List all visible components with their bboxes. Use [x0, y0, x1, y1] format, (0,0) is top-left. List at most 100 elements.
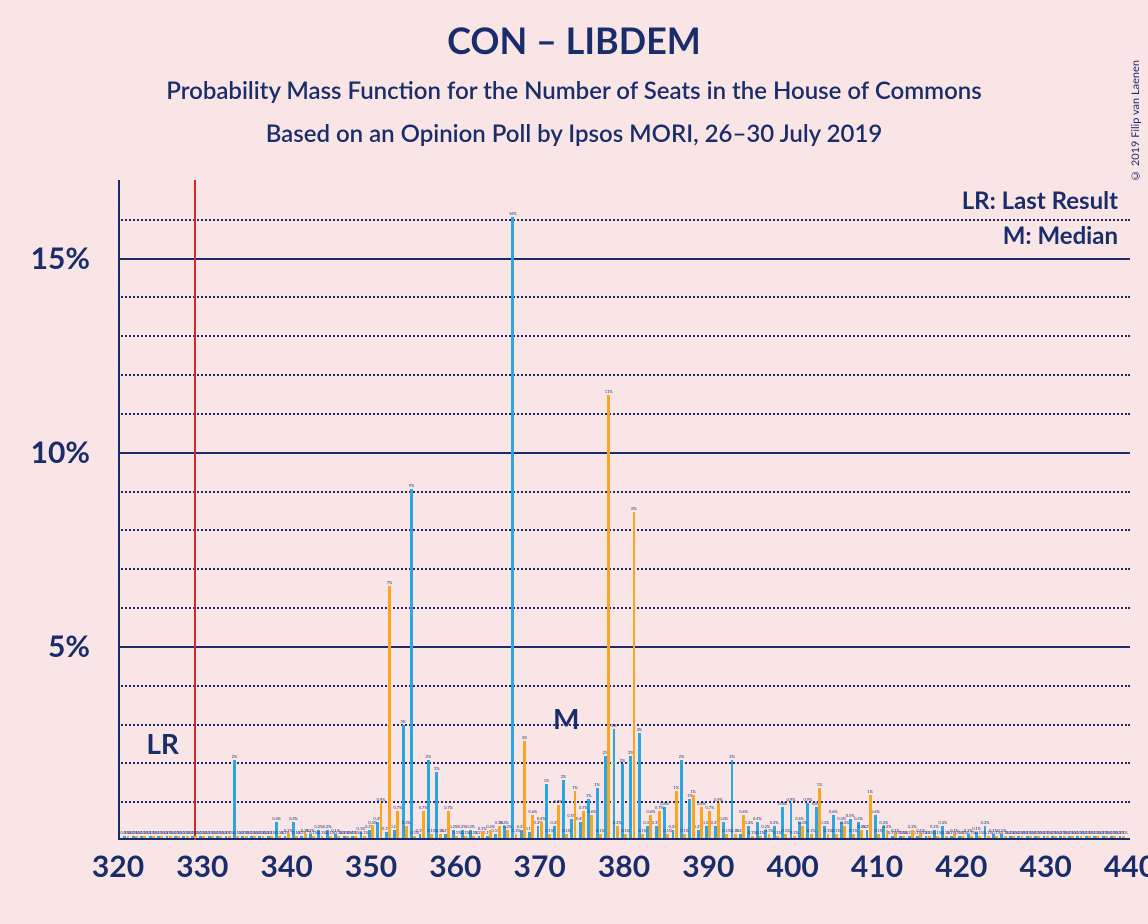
- bar-orange: [202, 836, 205, 838]
- bar-value-label: 7%: [387, 580, 393, 585]
- bar-orange: [177, 836, 180, 838]
- bar-orange: [860, 830, 863, 838]
- bar-orange: [607, 395, 610, 838]
- gridline-minor: [118, 219, 1130, 221]
- bar-value-label: 0.1%: [807, 828, 816, 833]
- bar-value-label: 0.3%: [938, 820, 947, 825]
- bar-orange: [877, 834, 880, 838]
- bar-value-label: 0.8%: [554, 799, 563, 804]
- bar-orange: [708, 811, 711, 838]
- bar-orange: [759, 836, 762, 838]
- bar-orange: [371, 826, 374, 838]
- bar-orange: [1088, 836, 1091, 838]
- gridline-major: [118, 646, 1130, 648]
- bar-orange: [228, 836, 231, 838]
- bar-orange: [1113, 836, 1116, 838]
- bar-value-label: 1%: [544, 778, 550, 783]
- bar-orange: [869, 795, 872, 838]
- bar-value-label: 0.2%: [466, 824, 475, 829]
- bar-value-label: 0.1%: [360, 830, 369, 835]
- gridline-major: [118, 258, 1130, 260]
- x-tick-label: 390: [682, 848, 734, 884]
- bar-value-label: 0.1%: [731, 828, 740, 833]
- bar-value-label: 0.1%: [832, 828, 841, 833]
- bar-orange: [961, 836, 964, 838]
- bar-orange: [472, 836, 475, 838]
- bar-blue: [638, 733, 641, 838]
- x-tick-label: 370: [514, 848, 566, 884]
- bar-value-label: 1%: [586, 793, 592, 798]
- bar-orange: [810, 834, 813, 838]
- bar-blue: [680, 760, 683, 838]
- y-tick-label: 10%: [0, 434, 90, 470]
- bar-value-label: 2%: [679, 754, 685, 759]
- bar-orange: [523, 741, 526, 838]
- gridline-minor: [118, 335, 1130, 337]
- copyright-label: © 2019 Filip van Laenen: [1129, 60, 1142, 182]
- bar-orange: [784, 834, 787, 838]
- bar-value-label: 0.7%: [419, 805, 428, 810]
- gridline-minor: [118, 374, 1130, 376]
- bar-orange: [447, 811, 450, 838]
- bar-orange: [236, 836, 239, 838]
- bar-orange: [987, 836, 990, 838]
- bar-orange: [574, 791, 577, 838]
- bar-orange: [1029, 836, 1032, 838]
- bar-orange: [692, 795, 695, 838]
- bar-value-label: 3%: [400, 719, 406, 724]
- bar-value-label: 0.4%: [753, 816, 762, 821]
- gridline-minor: [118, 568, 1130, 570]
- bar-value-label: 0.6%: [528, 809, 537, 814]
- bar-orange: [970, 836, 973, 838]
- bar-orange: [270, 836, 273, 838]
- bar-orange: [396, 811, 399, 838]
- bar-value-label: 2%: [434, 766, 440, 771]
- gridline-minor: [118, 491, 1130, 493]
- bar-orange: [346, 836, 349, 838]
- bar-orange: [742, 815, 745, 838]
- bar-value-label: 0.4%: [537, 816, 546, 821]
- bar-orange: [1037, 836, 1040, 838]
- bar-orange: [464, 836, 467, 838]
- bar-orange: [253, 836, 256, 838]
- bar-value-label: 1%: [673, 785, 679, 790]
- bar-value-label: 0.6%: [739, 809, 748, 814]
- bar-orange: [565, 834, 568, 838]
- bar-orange: [590, 815, 593, 838]
- bar-orange: [245, 836, 248, 838]
- bar-value-label: 0.9%: [714, 797, 723, 802]
- bar-orange: [1122, 836, 1125, 838]
- y-tick-label: 5%: [0, 628, 90, 664]
- bar-orange: [219, 836, 222, 838]
- bar-orange: [936, 836, 939, 838]
- bar-orange: [540, 822, 543, 838]
- bar-orange: [725, 834, 728, 838]
- bar-orange: [835, 834, 838, 838]
- bar-value-label: 0.4%: [854, 816, 863, 821]
- bar-orange: [354, 836, 357, 838]
- bar-value-label: 0.4%: [289, 816, 298, 821]
- bar-orange: [388, 586, 391, 838]
- bar-value-label: 0.3%: [402, 820, 411, 825]
- bar-value-label: 1%: [572, 785, 578, 790]
- x-tick-label: 320: [92, 848, 144, 884]
- chart-subtitle-1: Probability Mass Function for the Number…: [0, 62, 1148, 105]
- bar-orange: [380, 803, 383, 838]
- bar-value-label: 8%: [631, 506, 637, 511]
- bar-orange: [422, 811, 425, 838]
- bar-orange: [169, 836, 172, 838]
- bar-value-label: 0.9%: [787, 797, 796, 802]
- bar-orange: [337, 836, 340, 838]
- chart-title: CON – LIBDEM: [0, 0, 1148, 62]
- x-tick-label: 420: [935, 848, 987, 884]
- bar-orange: [135, 836, 138, 838]
- bar-orange: [329, 836, 332, 838]
- bar-value-label: 2%: [561, 774, 567, 779]
- bar-orange: [919, 834, 922, 838]
- bar-value-label: 3%: [611, 723, 617, 728]
- gridline-minor: [118, 724, 1130, 726]
- bar-orange: [430, 834, 433, 838]
- bar-blue: [233, 760, 236, 838]
- bar-value-label: 0.3%: [840, 820, 849, 825]
- bar-orange: [683, 834, 686, 838]
